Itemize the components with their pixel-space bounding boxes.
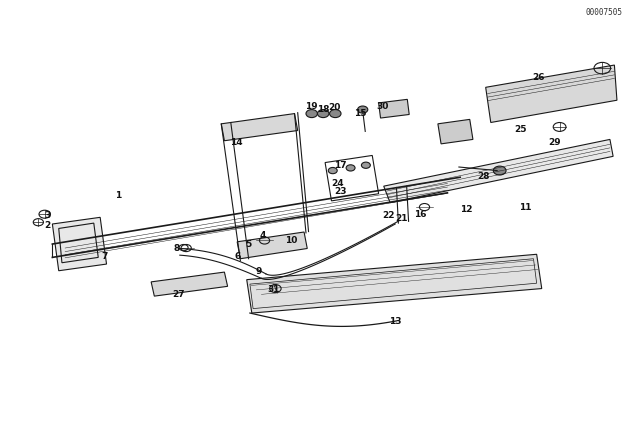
Text: 2: 2 [44,221,51,230]
Text: 20: 20 [328,103,341,112]
Text: 12: 12 [460,205,473,214]
Text: 15: 15 [354,109,366,118]
Text: 21: 21 [396,214,408,223]
Circle shape [317,110,329,117]
Polygon shape [379,99,409,118]
Text: 18: 18 [317,105,330,114]
Text: 3: 3 [44,211,51,220]
Polygon shape [486,65,617,122]
Circle shape [358,106,368,113]
Text: 24: 24 [332,179,344,188]
Polygon shape [246,254,541,313]
Text: 19: 19 [305,103,318,112]
Text: 8: 8 [173,245,180,254]
Text: 17: 17 [334,161,347,170]
Text: 28: 28 [477,172,490,181]
Text: 31: 31 [268,285,280,294]
Text: 16: 16 [415,210,427,219]
Text: 6: 6 [234,252,240,261]
Circle shape [328,168,337,174]
Polygon shape [221,114,298,141]
Text: 9: 9 [255,267,261,276]
Polygon shape [438,119,473,144]
Text: 13: 13 [389,317,401,326]
Text: 26: 26 [532,73,545,82]
Text: 23: 23 [334,187,347,196]
Circle shape [330,110,341,117]
Polygon shape [52,217,106,271]
Text: 25: 25 [515,125,527,134]
Text: 5: 5 [246,240,252,249]
Text: 4: 4 [259,231,266,240]
Text: 14: 14 [230,138,242,147]
Circle shape [306,110,317,117]
Text: 00007505: 00007505 [586,8,623,17]
Text: 1: 1 [115,190,121,199]
Text: 7: 7 [101,252,108,261]
Circle shape [346,165,355,171]
Text: 27: 27 [172,290,185,299]
Polygon shape [151,272,228,296]
Polygon shape [384,139,613,202]
Text: 22: 22 [382,211,394,220]
Circle shape [493,166,506,175]
Text: 11: 11 [519,203,531,212]
Polygon shape [237,232,307,259]
Circle shape [362,162,371,168]
Text: 29: 29 [548,138,561,147]
Text: 10: 10 [285,237,298,246]
Text: 30: 30 [376,103,388,112]
